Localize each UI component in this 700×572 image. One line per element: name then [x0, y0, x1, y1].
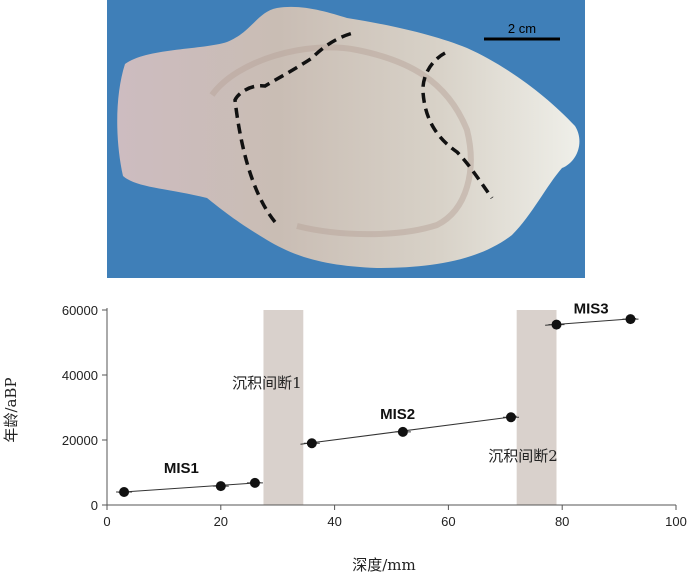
data-point: [625, 314, 636, 325]
data-point: [505, 412, 516, 423]
hiatus-label-1: 沉积间断1: [232, 374, 302, 392]
y-tick-label: 40000: [62, 368, 98, 383]
series-label-mis1: MIS1: [164, 460, 199, 477]
dashed-boundary-left: [233, 31, 354, 224]
hiatus-label-2: 沉积间断2: [488, 447, 558, 465]
x-tick-label: 0: [103, 514, 110, 529]
scale-bar-label: 2 cm: [508, 21, 536, 36]
x-tick-label: 80: [555, 514, 569, 529]
x-tick-label: 100: [665, 514, 687, 529]
data-point: [119, 487, 130, 497]
data-points: [116, 314, 639, 497]
data-point: [215, 481, 226, 492]
data-point: [551, 319, 562, 330]
hiatus-bands: [263, 310, 557, 505]
x-tick-label: 40: [327, 514, 341, 529]
y-tick-label: 60000: [62, 303, 98, 318]
data-point: [306, 438, 317, 449]
y-tick-label: 20000: [62, 433, 98, 448]
series-label-mis3: MIS3: [574, 300, 609, 317]
hiatus-band-1: [263, 310, 304, 505]
dashed-boundary-right: [421, 51, 494, 200]
y-axis-title: 年龄/aBP: [2, 377, 20, 442]
y-tick-label: 0: [91, 498, 98, 513]
series-label-mis2: MIS2: [380, 406, 415, 423]
hiatus-band-2: [516, 310, 557, 505]
x-tick-label: 20: [214, 514, 228, 529]
speleothem-photo: 2 cm: [107, 0, 585, 278]
fit-line-mis2: [300, 415, 517, 445]
growth-layer: [209, 44, 474, 238]
data-point: [397, 426, 408, 437]
axes: 0 20 40 60 80 100 0 20000 40000 60000: [62, 303, 687, 529]
data-point: [249, 477, 260, 488]
chart-labels: MIS1 MIS2 MIS3 沉积间断1 沉积间断2: [164, 300, 609, 477]
x-axis-title: 深度/mm: [352, 556, 416, 572]
fit-line-mis1: [118, 482, 261, 493]
x-tick-label: 60: [441, 514, 455, 529]
